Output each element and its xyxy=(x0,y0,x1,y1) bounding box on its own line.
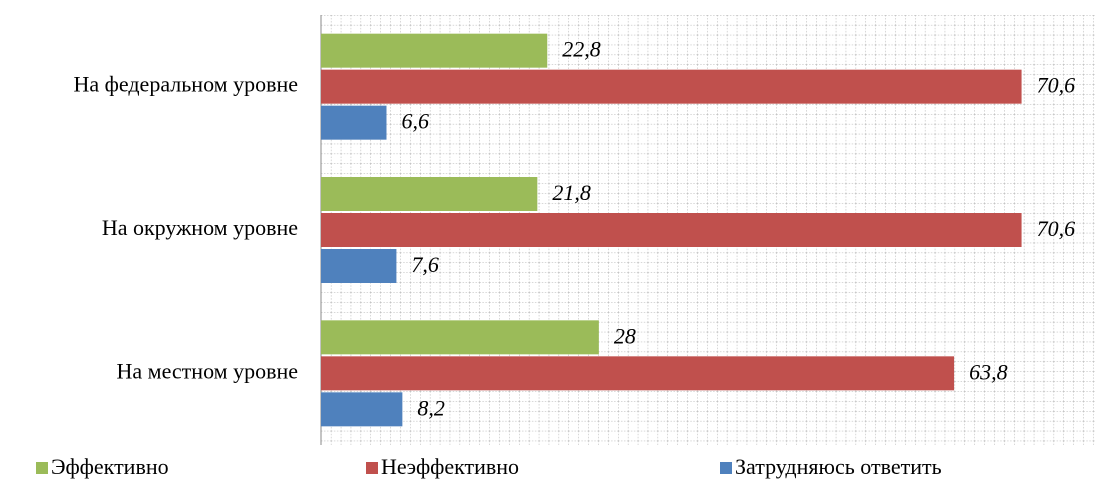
legend-swatch xyxy=(720,462,732,474)
data-label: 70,6 xyxy=(1037,216,1076,241)
legend-swatch xyxy=(36,462,48,474)
data-label: 8,2 xyxy=(417,395,445,420)
bar xyxy=(321,356,955,391)
data-label: 70,6 xyxy=(1037,73,1076,98)
bar xyxy=(321,33,548,68)
legend-label: Затрудняюсь ответить xyxy=(735,454,942,479)
legend-label: Эффективно xyxy=(51,454,169,479)
bar xyxy=(321,320,599,355)
bar xyxy=(321,249,397,283)
data-label: 6,6 xyxy=(401,109,429,134)
data-label: 7,6 xyxy=(411,252,439,277)
y-tick-label: На окружном уровне xyxy=(102,215,298,240)
bar xyxy=(321,177,538,211)
bar xyxy=(321,105,387,140)
data-label: 22,8 xyxy=(562,37,601,62)
bar xyxy=(321,213,1022,247)
data-label: 21,8 xyxy=(552,180,591,205)
bar xyxy=(321,69,1022,104)
data-label: 63,8 xyxy=(969,359,1008,384)
legend-swatch xyxy=(366,462,378,474)
data-label: 28 xyxy=(614,323,636,348)
bar xyxy=(321,392,403,427)
y-tick-label: На местном уровне xyxy=(117,358,298,383)
legend-label: Неэффективно xyxy=(381,454,519,479)
y-tick-label: На федеральном уровне xyxy=(73,72,298,97)
